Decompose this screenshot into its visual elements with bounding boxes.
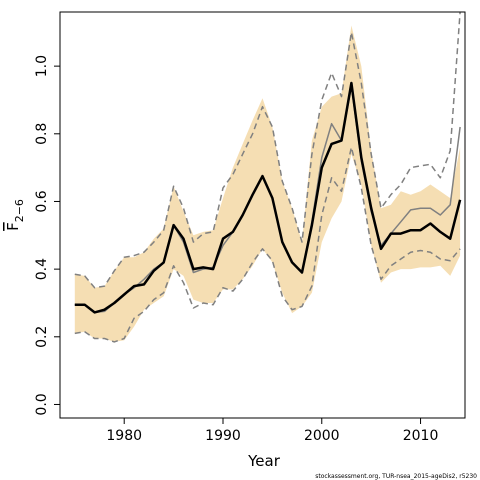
x-tick-label: 1990: [205, 428, 241, 444]
x-tick-label: 2000: [304, 428, 340, 444]
y-tick-label: 1.0: [34, 55, 50, 77]
y-axis-title: F2−6: [4, 199, 26, 231]
x-axis-title: Year: [247, 452, 281, 470]
y-axis-title-main: F: [4, 222, 22, 231]
footer-note: stockassessment.org, TUR-nsea_2015-ageDi…: [315, 473, 477, 480]
svg-text:F2−6: F2−6: [4, 199, 26, 231]
y-tick-label: 0.0: [34, 393, 50, 415]
y-axis: 0.0 0.2 0.4 0.6 0.8 1.0: [34, 55, 60, 416]
y-tick-label: 0.8: [34, 123, 50, 145]
plot-frame: [59, 11, 466, 419]
estimate-line: [74, 81, 462, 314]
x-axis: 1980 1990 2000 2010: [106, 418, 438, 444]
y-tick-label: 0.6: [34, 190, 50, 212]
y-tick-label: 0.4: [34, 258, 50, 280]
y-axis-title-subscript: 2−6: [13, 199, 26, 222]
alt-lower-bound-line: [74, 146, 461, 343]
x-tick-label: 1980: [106, 428, 142, 444]
alt-upper-bound-line: [74, 12, 461, 289]
x-tick-label: 2010: [403, 428, 439, 444]
confidence-band: [74, 25, 461, 342]
y-tick-label: 0.2: [34, 326, 50, 348]
